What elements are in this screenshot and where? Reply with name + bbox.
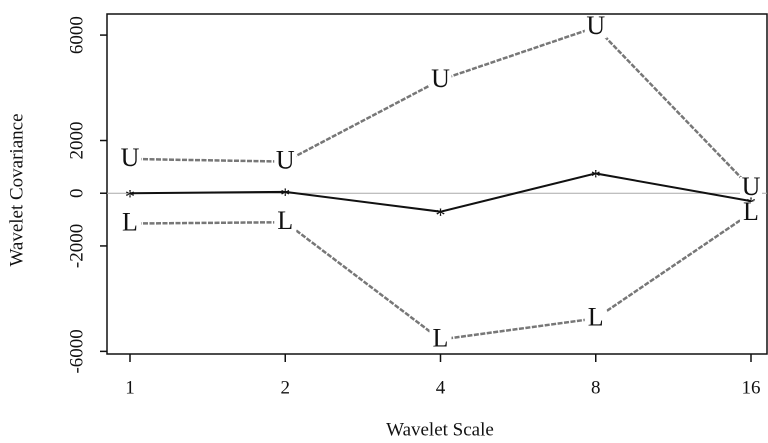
y-tick-label: 6000 <box>66 16 87 54</box>
marker: L <box>588 302 604 331</box>
series-line <box>130 213 751 340</box>
marker: L <box>277 206 293 235</box>
marker: * <box>125 186 135 208</box>
y-tick-label: 0 <box>66 188 87 198</box>
x-tick-label: 16 <box>742 377 761 398</box>
marker: U <box>276 146 295 175</box>
marker: * <box>591 166 601 188</box>
x-tick-label: 4 <box>436 377 446 398</box>
marker: * <box>436 204 446 226</box>
y-tick-label: 2000 <box>66 122 87 160</box>
x-tick-label: 8 <box>591 377 601 398</box>
marker: L <box>433 323 449 352</box>
series-line <box>130 27 751 188</box>
marker: U <box>431 64 450 93</box>
y-tick-label: -6000 <box>66 329 87 373</box>
marker: * <box>280 185 290 207</box>
y-tick-label: -2000 <box>66 224 87 268</box>
x-axis-label: Wavelet Scale <box>386 419 494 440</box>
chart: Wavelet Scale Wavelet Covariance -6000 -2… <box>0 0 768 443</box>
marker: L <box>743 197 759 226</box>
marker: L <box>122 208 138 237</box>
y-axis-label: Wavelet Covariance <box>6 113 27 266</box>
x-tick-label: 1 <box>125 377 135 398</box>
marker: U <box>121 143 140 172</box>
x-tick-label: 2 <box>281 377 291 398</box>
marker: U <box>586 11 605 40</box>
